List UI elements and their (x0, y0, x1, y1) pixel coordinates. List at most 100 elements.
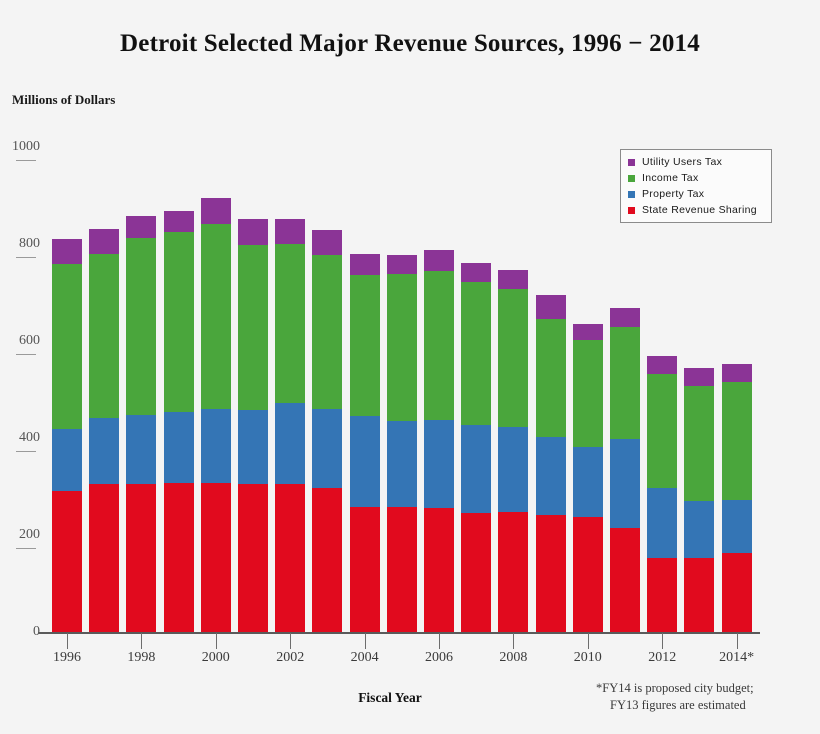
chart-legend: Utility Users Tax Income Tax Property Tax S… (620, 149, 772, 223)
footnote-line-1: *FY14 is proposed city budget; (596, 681, 754, 695)
bar-segment (498, 269, 529, 290)
bar-segment (275, 402, 306, 485)
x-tick-mark (587, 633, 589, 649)
legend-swatch-icon (628, 174, 635, 182)
bar-segment (89, 254, 120, 419)
legend-item[interactable]: State Revenue Sharing (628, 203, 765, 217)
bar-segment (52, 491, 82, 632)
bar-segment (684, 558, 715, 632)
bar-segment (349, 254, 380, 275)
bar-segment (386, 506, 417, 632)
bar-segment (721, 500, 752, 554)
bar-segment (238, 483, 268, 632)
bar-segment (349, 415, 380, 507)
bar-segment (163, 210, 194, 232)
bar-segment (572, 517, 603, 632)
x-tick-label: 2012 (648, 650, 677, 665)
bar-segment (386, 421, 417, 507)
bar-segment (610, 307, 640, 328)
bar-segment (647, 488, 678, 559)
y-tick-mark (16, 451, 36, 452)
bar-segment (721, 364, 752, 383)
bar-segment (424, 508, 454, 632)
legend-item-label: Income Tax (642, 172, 699, 184)
bar-2013 (684, 367, 715, 632)
bar-segment (572, 447, 603, 518)
x-tick-label: 1998 (127, 650, 156, 665)
bar-1996 (52, 238, 82, 632)
bar-1997 (89, 228, 120, 632)
bar-2008 (498, 269, 529, 632)
bar-segment (647, 355, 678, 374)
bar-segment (386, 255, 417, 275)
bar-segment (461, 263, 492, 282)
bar-segment (424, 270, 454, 421)
bar-segment (126, 484, 157, 632)
bar-segment (721, 382, 752, 501)
bar-2001 (238, 219, 268, 632)
x-tick-mark (736, 633, 738, 649)
bar-segment (126, 216, 157, 238)
bar-segment (684, 501, 715, 559)
x-tick-mark (67, 633, 68, 649)
bar-segment (386, 274, 417, 422)
chart-footnote: *FY14 is proposed city budget; FY13 figu… (596, 680, 816, 714)
x-axis-title: Fiscal Year (358, 690, 422, 705)
bar-segment (647, 558, 678, 632)
bar-2002 (275, 218, 306, 632)
legend-item[interactable]: Utility Users Tax (628, 155, 765, 169)
bar-segment (461, 512, 492, 632)
bar-segment (535, 318, 566, 437)
x-tick-mark (662, 633, 664, 649)
bar-segment (275, 218, 306, 244)
x-tick-label: 2008 (499, 650, 528, 665)
legend-item-label: Property Tax (642, 188, 705, 200)
y-tick-mark (16, 354, 36, 355)
bar-segment (424, 249, 454, 271)
legend-swatch-icon (628, 190, 635, 198)
bar-segment (535, 515, 566, 632)
y-tick-label: 800 (19, 236, 40, 251)
x-tick-mark (364, 633, 366, 649)
legend-swatch-icon (628, 158, 635, 166)
bar-segment (163, 483, 194, 632)
y-tick-label: 0 (33, 624, 40, 639)
bar-2010 (572, 323, 603, 632)
x-tick-mark (215, 633, 217, 649)
legend-item[interactable]: Property Tax (628, 187, 765, 201)
bar-segment (89, 484, 120, 632)
bar-segment (275, 244, 306, 403)
bar-segment (312, 255, 343, 410)
bar-segment (200, 482, 231, 632)
legend-item-label: State Revenue Sharing (642, 204, 757, 216)
bar-segment (498, 511, 529, 632)
x-tick-label: 2014* (719, 650, 755, 665)
y-tick-mark (16, 160, 36, 161)
bar-segment (684, 385, 715, 502)
bar-segment (498, 289, 529, 428)
bar-1998 (126, 216, 157, 632)
bar-segment (312, 409, 343, 489)
chart-title: Detroit Selected Major Revenue Sources, … (120, 30, 700, 57)
bar-segment (572, 340, 603, 448)
bar-2004 (349, 254, 380, 632)
bar-2009 (535, 295, 566, 632)
bar-segment (238, 219, 268, 245)
bar-segment (461, 425, 492, 513)
bar-2014 (721, 364, 752, 632)
bar-segment (89, 228, 120, 255)
x-tick-label: 2006 (425, 650, 453, 665)
bar-segment (126, 415, 157, 485)
y-tick-mark (16, 548, 36, 549)
bar-2006 (424, 249, 454, 632)
legend-item[interactable]: Income Tax (628, 171, 765, 185)
bar-1999 (163, 210, 194, 632)
bar-2012 (647, 355, 678, 632)
bar-segment (535, 295, 566, 319)
x-tick-label: 2010 (573, 650, 602, 665)
bar-segment (200, 223, 231, 409)
bar-2000 (200, 197, 231, 632)
bar-2005 (386, 255, 417, 632)
bar-segment (312, 229, 343, 256)
